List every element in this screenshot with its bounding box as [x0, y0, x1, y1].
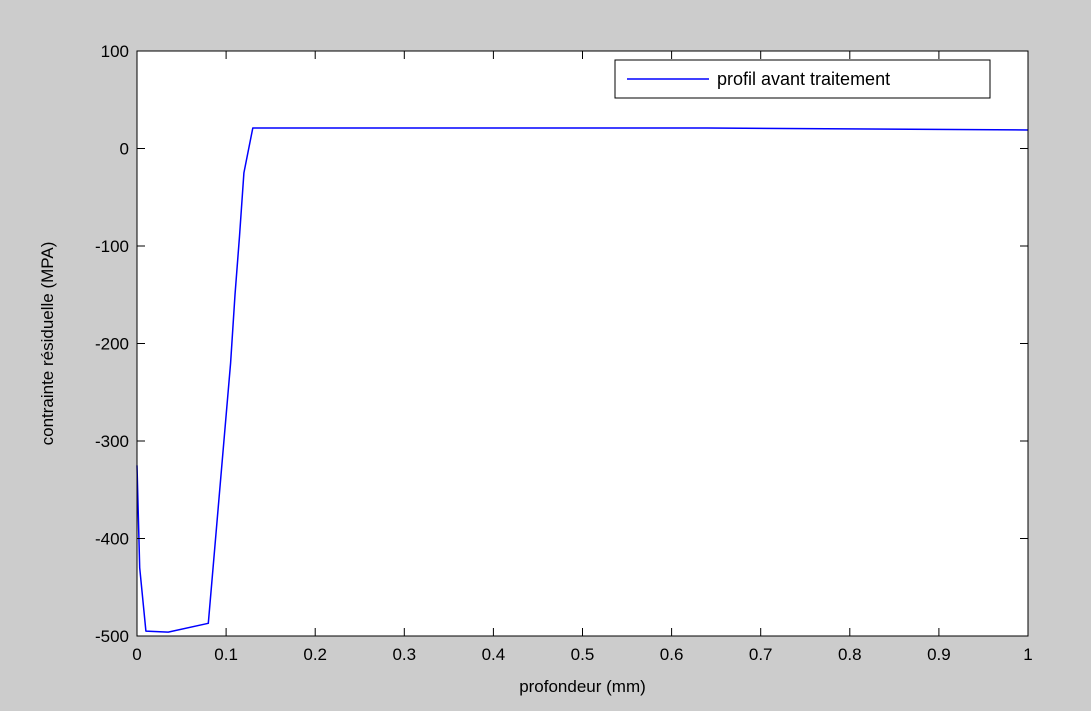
x-tick-label: 0.6	[660, 645, 684, 664]
x-tick-label: 0.2	[303, 645, 327, 664]
series-line	[136, 127, 1029, 633]
legend-label: profil avant traitement	[717, 69, 890, 89]
y-tick-label: 100	[101, 42, 129, 61]
x-tick-label: 0.8	[838, 645, 862, 664]
series-layer	[136, 127, 1029, 633]
x-tick-label: 0.4	[482, 645, 506, 664]
y-tick-label: -400	[95, 530, 129, 549]
ticks-layer: 0 0.1 0.2 0.3 0.4 0.5 0.6 0.7 0.8 0.9 1 100 0 -100 -20…	[95, 42, 1033, 664]
y-tick-label: -100	[95, 237, 129, 256]
x-tick-label: 0.1	[214, 645, 238, 664]
x-tick-label: 0.7	[749, 645, 773, 664]
x-tick-label: 0.3	[392, 645, 416, 664]
x-tick-label: 1	[1023, 645, 1032, 664]
x-axis-label: profondeur (mm)	[519, 677, 646, 696]
y-tick-label: -500	[95, 627, 129, 646]
y-axis-label: contrainte résiduelle (MPA)	[38, 242, 57, 446]
y-tick-label: -300	[95, 432, 129, 451]
y-tick-label: 0	[120, 140, 129, 159]
y-tick-label: -200	[95, 335, 129, 354]
legend: profil avant traitement	[614, 59, 991, 99]
plot-area	[137, 51, 1028, 636]
x-tick-label: 0.5	[571, 645, 595, 664]
x-tick-label: 0	[132, 645, 141, 664]
x-tick-label: 0.9	[927, 645, 951, 664]
